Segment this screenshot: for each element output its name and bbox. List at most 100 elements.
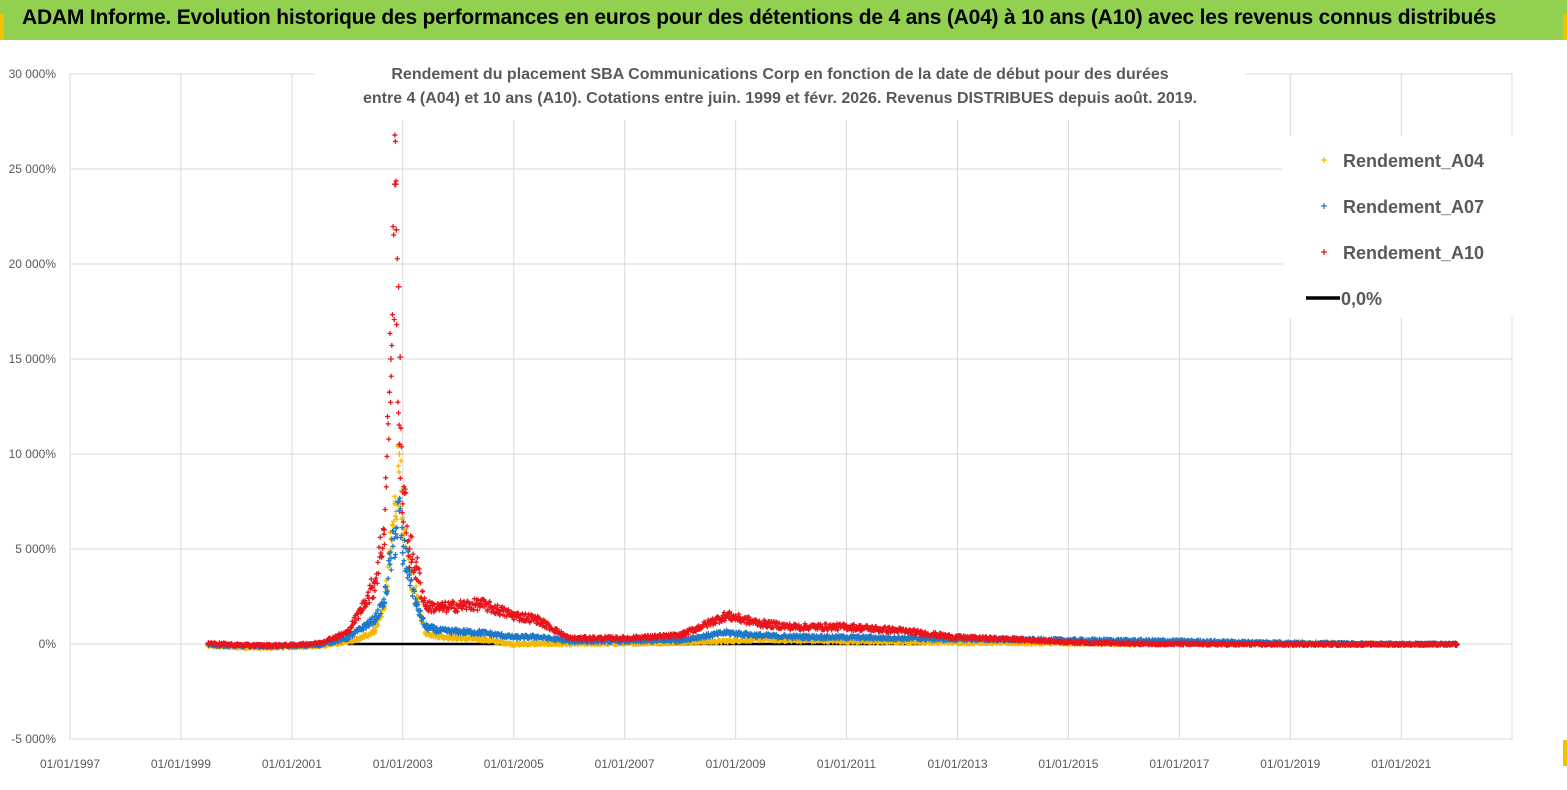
data-point: [510, 634, 517, 641]
data-point: [370, 584, 376, 590]
data-point: [413, 583, 419, 589]
data-point: [355, 615, 361, 621]
data-point: [454, 609, 460, 615]
data-point: [404, 523, 410, 529]
data-point: [385, 575, 391, 581]
data-point: [533, 640, 540, 647]
data-point: [400, 515, 406, 521]
data-point: [366, 600, 372, 606]
data-point: [396, 422, 402, 428]
data-point: [390, 523, 396, 529]
data-point: [383, 585, 389, 591]
data-point: [408, 577, 414, 583]
data-point: [381, 599, 388, 606]
data-point: [413, 559, 419, 565]
data-point: [357, 635, 364, 642]
data-point: [411, 588, 417, 594]
data-point: [388, 567, 394, 573]
data-point: [395, 399, 401, 405]
data-point: [377, 534, 383, 540]
data-point: [373, 575, 379, 581]
data-point: [399, 549, 406, 556]
data-point: [376, 544, 382, 550]
data-point: [398, 425, 404, 431]
data-point: [422, 595, 428, 601]
data-point: [391, 518, 397, 524]
data-point: [371, 594, 377, 600]
data-point: [394, 516, 400, 522]
data-point: [386, 389, 392, 395]
data-point: [384, 453, 390, 459]
data-point: [394, 525, 400, 531]
data-point: [344, 635, 351, 642]
data-point: [397, 495, 403, 501]
corner-marker-bottom-right: [1563, 740, 1567, 766]
report-title: ADAM Informe. Evolution historique des p…: [22, 6, 1497, 29]
data-point: [399, 510, 405, 516]
data-point: [396, 469, 402, 475]
data-point: [392, 493, 398, 499]
data-point: [487, 599, 493, 605]
data-point: [403, 530, 409, 536]
data-point: [383, 484, 389, 490]
data-point: [474, 607, 480, 613]
data-point: [392, 138, 398, 144]
chart-area: -5 000%0%5 000%10 000%15 000%20 000%25 0…: [9, 58, 1513, 771]
data-point: [366, 623, 372, 629]
data-point: [455, 628, 462, 635]
data-point: [389, 536, 395, 542]
data-point: [723, 629, 730, 636]
data-point: [405, 575, 411, 581]
data-point: [397, 475, 403, 481]
data-point: [389, 342, 395, 348]
data-point: [898, 635, 905, 642]
data-point: [464, 606, 470, 612]
data-point: [363, 625, 369, 631]
data-point: [843, 634, 850, 641]
data-point: [368, 576, 374, 582]
data-point: [365, 589, 371, 595]
data-point: [387, 555, 394, 562]
data-point: [409, 593, 415, 599]
data-point: [349, 625, 355, 631]
data-point: [375, 559, 381, 565]
data-point: [406, 537, 412, 543]
data-point: [394, 256, 400, 262]
data-point: [436, 633, 443, 640]
data-point: [410, 551, 416, 557]
data-point: [372, 588, 378, 594]
data-point: [398, 458, 404, 464]
data-point: [388, 549, 394, 555]
data-point: [400, 561, 406, 567]
data-point: [478, 629, 485, 636]
data-point: [436, 627, 443, 634]
data-point: [417, 608, 423, 614]
data-point: [375, 607, 381, 613]
data-point: [387, 561, 393, 567]
data-point: [723, 638, 730, 645]
data-point: [391, 535, 397, 541]
data-point: [558, 629, 564, 635]
data-point: [399, 525, 405, 531]
data-point: [357, 625, 364, 632]
data-point: [362, 598, 368, 604]
data-point: [400, 519, 406, 525]
data-point: [413, 596, 419, 602]
data-point: [495, 602, 501, 608]
data-point: [392, 513, 398, 519]
data-point: [390, 224, 396, 230]
data-point: [478, 636, 485, 643]
data-point: [388, 399, 394, 405]
data-point: [385, 421, 391, 427]
data-point: [439, 600, 445, 606]
data-point: [451, 599, 457, 605]
data-point: [420, 589, 426, 595]
data-point: [406, 564, 412, 570]
data-point: [755, 632, 762, 639]
data-point: [390, 543, 396, 549]
data-point: [373, 610, 379, 616]
data-point: [385, 413, 391, 419]
data-point: [409, 534, 415, 540]
corner-marker-top-left: [0, 14, 4, 40]
data-point: [394, 322, 400, 328]
